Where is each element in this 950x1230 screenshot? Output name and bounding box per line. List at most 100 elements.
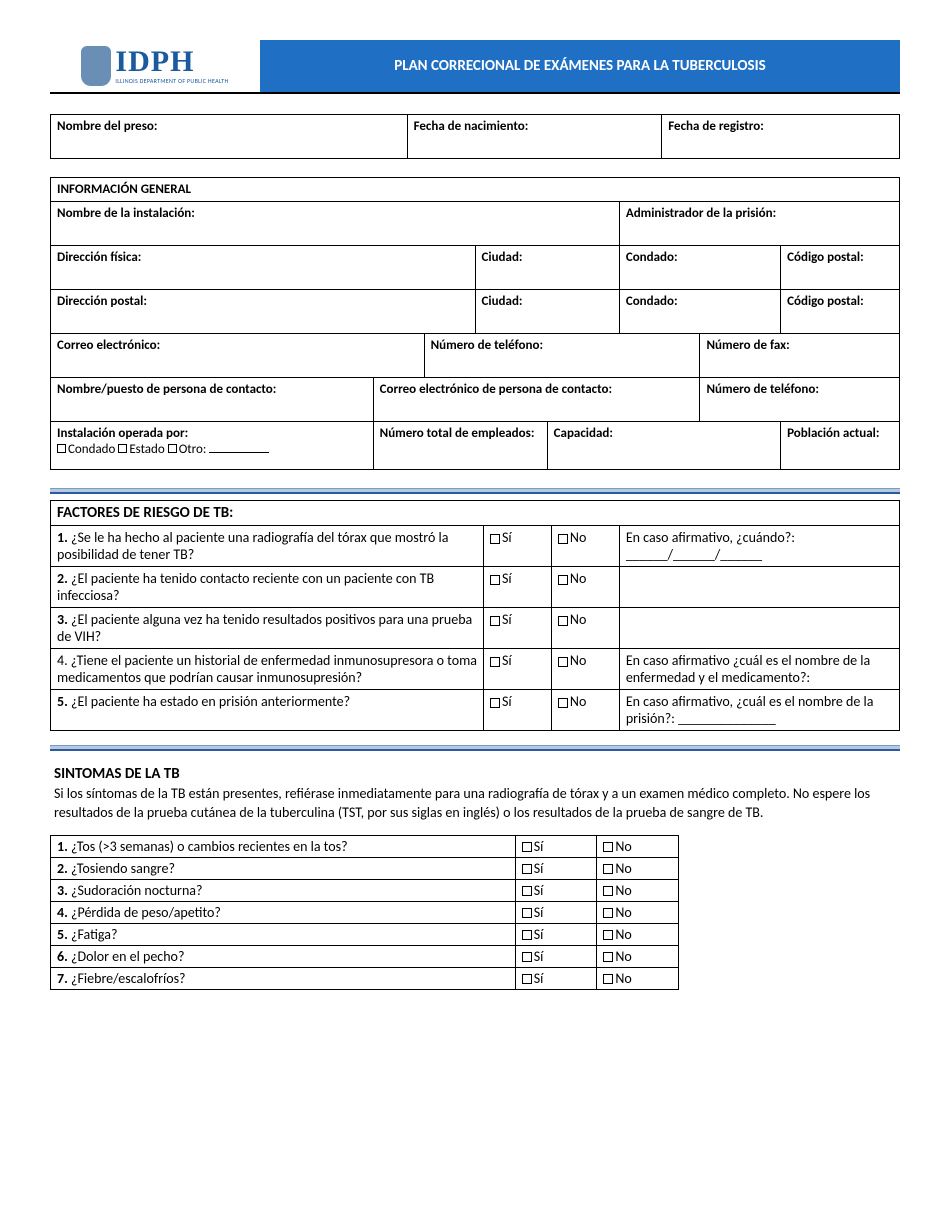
risk-q3: 3. ¿El paciente alguna vez ha tenido res…	[51, 608, 484, 649]
mail-county-label: Condado:	[626, 294, 678, 309]
risk-q3-yes[interactable]: Sí	[484, 608, 552, 649]
symptom-row: 4. ¿Pérdida de peso/apetito?SíNo	[51, 901, 679, 923]
checkbox-icon	[522, 864, 532, 874]
employees-label: Número total de empleados:	[380, 426, 535, 441]
risk-heading: FACTORES DE RIESGO DE TB:	[50, 500, 900, 525]
dob-label: Fecha de nacimiento:	[414, 119, 529, 134]
symptom-row: 1. ¿Tos (>3 semanas) o cambios recientes…	[51, 835, 679, 857]
risk-q4-yes[interactable]: Sí	[484, 649, 552, 690]
checkbox-icon	[522, 886, 532, 896]
risk-q5-yes[interactable]: Sí	[484, 690, 552, 731]
risk-q5-no[interactable]: No	[551, 690, 619, 731]
checkbox-icon	[490, 575, 500, 585]
checkbox-icon	[490, 698, 500, 708]
symptom-yes[interactable]: Sí	[515, 879, 597, 901]
page-title: PLAN CORRECIONAL DE EXÁMENES PARA LA TUB…	[260, 40, 900, 94]
symptom-no[interactable]: No	[597, 901, 679, 923]
symptom-row: 2. ¿Tosiendo sangre?SíNo	[51, 857, 679, 879]
checkbox-icon	[490, 616, 500, 626]
symptom-no[interactable]: No	[597, 835, 679, 857]
risk-q4-followup: En caso afirmativo ¿cuál es el nombre de…	[619, 649, 899, 690]
facility-name-label: Nombre de la instalación:	[57, 206, 195, 221]
symptom-question: 4. ¿Pérdida de peso/apetito?	[51, 901, 516, 923]
checkbox-icon	[603, 842, 613, 852]
contact-name-label: Nombre/puesto de persona de contacto:	[57, 382, 276, 397]
symptom-row: 3. ¿Sudoración nocturna?SíNo	[51, 879, 679, 901]
risk-q2-yes[interactable]: Sí	[484, 567, 552, 608]
mail-city-label: Ciudad:	[482, 294, 523, 309]
symptom-no[interactable]: No	[597, 967, 679, 989]
symptom-question: 2. ¿Tosiendo sangre?	[51, 857, 516, 879]
phone-label: Número de teléfono:	[431, 338, 544, 353]
checkbox-icon	[522, 974, 532, 984]
symptom-row: 7. ¿Fiebre/escalofríos?SíNo	[51, 967, 679, 989]
capacity-label: Capacidad:	[554, 426, 613, 441]
risk-q4-no[interactable]: No	[551, 649, 619, 690]
inmate-name-label: Nombre del preso:	[57, 119, 157, 134]
symptom-yes[interactable]: Sí	[515, 901, 597, 923]
logo-sub-text: ILLINOIS DEPARTMENT OF PUBLIC HEALTH	[115, 77, 228, 85]
symptom-yes[interactable]: Sí	[515, 945, 597, 967]
symptom-yes[interactable]: Sí	[515, 857, 597, 879]
general-heading: INFORMACIÓN GENERAL	[51, 178, 900, 202]
risk-q1-no[interactable]: No	[551, 526, 619, 567]
risk-q1: 1. ¿Se le ha hecho al paciente una radio…	[51, 526, 484, 567]
checkbox-icon	[522, 952, 532, 962]
symptoms-intro: Si los síntomas de la TB están presentes…	[50, 785, 900, 835]
fax-label: Número de fax:	[706, 338, 789, 353]
symptom-no[interactable]: No	[597, 879, 679, 901]
checkbox-icon	[603, 864, 613, 874]
phys-county-label: Condado:	[626, 250, 678, 265]
checkbox-icon	[603, 974, 613, 984]
symptom-no[interactable]: No	[597, 923, 679, 945]
checkbox-icon[interactable]	[57, 444, 66, 453]
checkbox-icon[interactable]	[168, 444, 177, 453]
risk-q5-followup: En caso afirmativo, ¿cuál es el nombre d…	[619, 690, 899, 731]
phys-city-label: Ciudad:	[482, 250, 523, 265]
contact-email-label: Correo electrónico de persona de contact…	[380, 382, 612, 397]
phys-addr-label: Dirección física:	[57, 250, 141, 265]
risk-q1-yes[interactable]: Sí	[484, 526, 552, 567]
symptom-no[interactable]: No	[597, 857, 679, 879]
checkbox-icon[interactable]	[118, 444, 127, 453]
general-info-table: INFORMACIÓN GENERAL Nombre de la instala…	[50, 177, 900, 470]
checkbox-icon	[558, 657, 568, 667]
symptom-question: 3. ¿Sudoración nocturna?	[51, 879, 516, 901]
risk-q2: 2. ¿El paciente ha tenido contacto recie…	[51, 567, 484, 608]
symptom-yes[interactable]: Sí	[515, 923, 597, 945]
checkbox-icon	[522, 930, 532, 940]
symptom-no[interactable]: No	[597, 945, 679, 967]
idph-logo: IDPH ILLINOIS DEPARTMENT OF PUBLIC HEALT…	[81, 46, 228, 86]
reg-date-label: Fecha de registro:	[668, 119, 764, 134]
risk-q5: 5. ¿El paciente ha estado en prisión ant…	[51, 690, 484, 731]
risk-q3-no[interactable]: No	[551, 608, 619, 649]
section-divider	[50, 488, 900, 494]
symptom-yes[interactable]: Sí	[515, 967, 597, 989]
operated-by-options: Condado Estado Otro:	[57, 441, 367, 457]
checkbox-icon	[558, 534, 568, 544]
risk-q1-followup: En caso afirmativo, ¿cuándo?: ______/___…	[619, 526, 899, 567]
checkbox-icon	[603, 886, 613, 896]
risk-table: 1. ¿Se le ha hecho al paciente una radio…	[50, 525, 900, 731]
email-label: Correo electrónico:	[57, 338, 160, 353]
illinois-state-icon	[81, 46, 111, 86]
symptom-question: 6. ¿Dolor en el pecho?	[51, 945, 516, 967]
mail-addr-label: Dirección postal:	[57, 294, 147, 309]
symptom-question: 1. ¿Tos (>3 semanas) o cambios recientes…	[51, 835, 516, 857]
inmate-id-table: Nombre del preso: Fecha de nacimiento: F…	[50, 114, 900, 159]
checkbox-icon	[490, 657, 500, 667]
population-label: Población actual:	[787, 426, 879, 441]
symptom-row: 6. ¿Dolor en el pecho?SíNo	[51, 945, 679, 967]
section-divider	[50, 745, 900, 751]
symptoms-heading: SINTOMAS DE LA TB	[50, 765, 900, 783]
risk-q4: 4. ¿Tiene el paciente un historial de en…	[51, 649, 484, 690]
symptoms-table: 1. ¿Tos (>3 semanas) o cambios recientes…	[50, 835, 679, 990]
risk-q2-no[interactable]: No	[551, 567, 619, 608]
symptom-row: 5. ¿Fatiga?SíNo	[51, 923, 679, 945]
prison-admin-label: Administrador de la prisión:	[626, 206, 776, 221]
header: IDPH ILLINOIS DEPARTMENT OF PUBLIC HEALT…	[50, 40, 900, 94]
checkbox-icon	[603, 952, 613, 962]
symptom-yes[interactable]: Sí	[515, 835, 597, 857]
checkbox-icon	[558, 616, 568, 626]
checkbox-icon	[522, 908, 532, 918]
